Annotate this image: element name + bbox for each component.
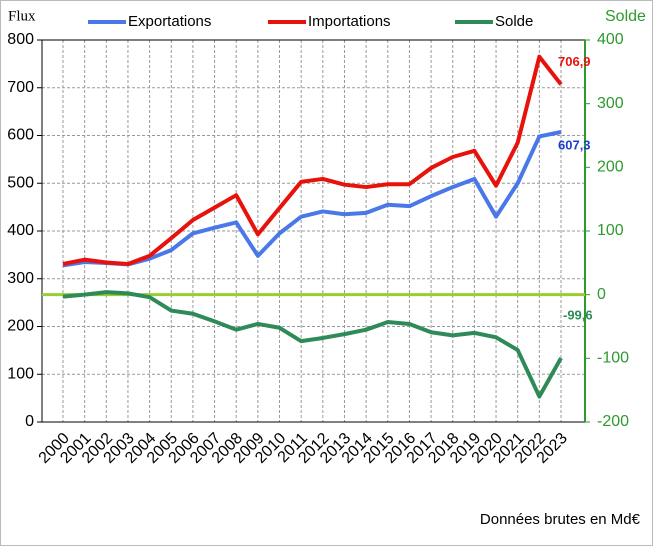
y2-tick-label: -100 <box>597 350 629 367</box>
y-tick-label: 100 <box>7 365 34 382</box>
series-line <box>62 130 562 268</box>
y2-tick-label: 300 <box>597 95 624 112</box>
y-tick-label: 800 <box>7 31 34 48</box>
data-label: 706,9 <box>558 54 591 69</box>
y-tick-label: 0 <box>25 413 34 430</box>
y-axis-title: Flux <box>8 8 36 24</box>
y-tick-label: 500 <box>7 174 34 191</box>
series-line <box>62 290 563 399</box>
y2-tick-label: 0 <box>597 286 606 303</box>
y-tick-label: 300 <box>7 270 34 287</box>
y-tick-label: 400 <box>7 222 34 239</box>
y2-axis-title: Solde <box>605 8 646 25</box>
data-label: 607,3 <box>558 137 591 152</box>
data-label: -99,6 <box>563 308 593 323</box>
legend-label: Importations <box>308 13 391 30</box>
footnote: Données brutes en Md€ <box>480 511 641 528</box>
y2-tick-label: 400 <box>597 31 624 48</box>
legend-label: Exportations <box>128 13 211 30</box>
y2-tick-label: 100 <box>597 222 624 239</box>
y-tick-label: 200 <box>7 318 34 335</box>
y2-tick-label: -200 <box>597 413 629 430</box>
y-tick-label: 600 <box>7 127 34 144</box>
series-line <box>62 54 563 266</box>
legend-label: Solde <box>495 13 533 30</box>
y-tick-label: 700 <box>7 79 34 96</box>
y2-tick-label: 200 <box>597 159 624 176</box>
